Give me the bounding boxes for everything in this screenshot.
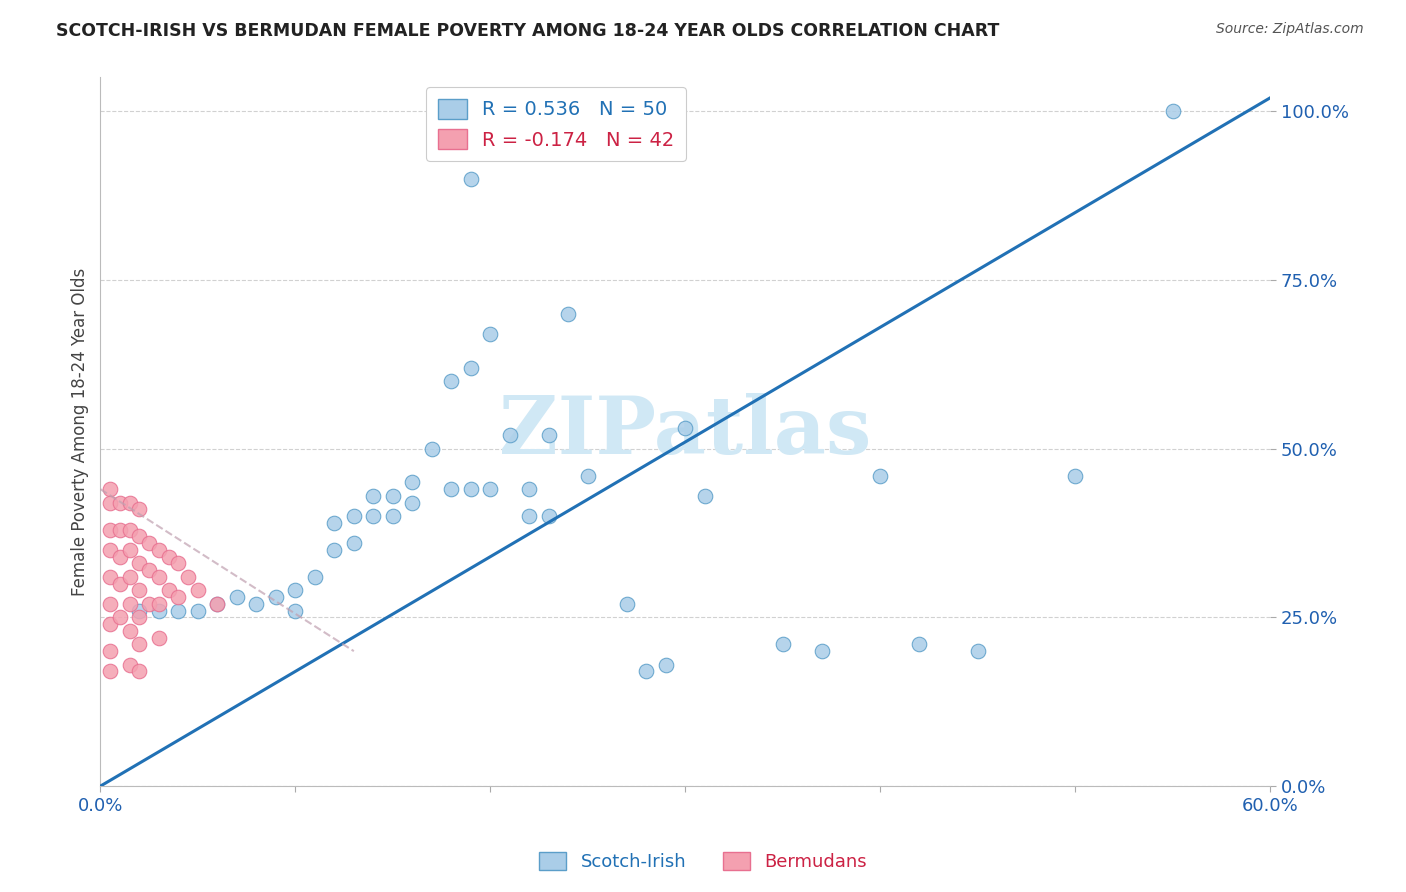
- Point: [616, 597, 638, 611]
- Point: [479, 104, 502, 119]
- Point: [118, 624, 141, 638]
- Point: [225, 590, 247, 604]
- Point: [157, 583, 180, 598]
- Point: [363, 509, 385, 524]
- Point: [869, 468, 891, 483]
- Legend: R = 0.536   N = 50, R = -0.174   N = 42: R = 0.536 N = 50, R = -0.174 N = 42: [426, 87, 686, 161]
- Text: Source: ZipAtlas.com: Source: ZipAtlas.com: [1216, 22, 1364, 37]
- Point: [323, 542, 346, 557]
- Point: [323, 516, 346, 530]
- Legend: Scotch-Irish, Bermudans: Scotch-Irish, Bermudans: [531, 845, 875, 879]
- Point: [636, 665, 658, 679]
- Point: [381, 489, 404, 503]
- Point: [98, 542, 121, 557]
- Point: [304, 570, 326, 584]
- Point: [128, 604, 150, 618]
- Point: [108, 610, 131, 624]
- Point: [98, 597, 121, 611]
- Point: [138, 597, 160, 611]
- Point: [460, 360, 482, 375]
- Point: [148, 604, 170, 618]
- Point: [108, 523, 131, 537]
- Point: [98, 482, 121, 496]
- Point: [177, 570, 200, 584]
- Point: [157, 549, 180, 564]
- Point: [557, 307, 579, 321]
- Point: [98, 617, 121, 632]
- Point: [108, 496, 131, 510]
- Point: [98, 496, 121, 510]
- Point: [537, 428, 560, 442]
- Point: [479, 326, 502, 341]
- Point: [519, 482, 541, 496]
- Point: [381, 509, 404, 524]
- Point: [460, 171, 482, 186]
- Point: [245, 597, 267, 611]
- Point: [519, 509, 541, 524]
- Point: [167, 557, 190, 571]
- Point: [207, 597, 229, 611]
- Point: [98, 665, 121, 679]
- Point: [284, 604, 307, 618]
- Point: [98, 523, 121, 537]
- Point: [576, 468, 599, 483]
- Point: [499, 428, 522, 442]
- Point: [655, 657, 678, 672]
- Point: [148, 542, 170, 557]
- Point: [167, 604, 190, 618]
- Point: [118, 496, 141, 510]
- Point: [420, 442, 443, 456]
- Point: [98, 644, 121, 658]
- Point: [118, 542, 141, 557]
- Point: [1161, 104, 1184, 119]
- Point: [811, 644, 834, 658]
- Point: [108, 549, 131, 564]
- Point: [148, 570, 170, 584]
- Point: [148, 631, 170, 645]
- Point: [343, 509, 366, 524]
- Point: [128, 557, 150, 571]
- Point: [118, 597, 141, 611]
- Point: [537, 509, 560, 524]
- Point: [343, 536, 366, 550]
- Point: [908, 637, 931, 651]
- Point: [207, 597, 229, 611]
- Point: [118, 657, 141, 672]
- Point: [128, 583, 150, 598]
- Point: [693, 489, 716, 503]
- Point: [128, 665, 150, 679]
- Point: [1064, 468, 1087, 483]
- Point: [138, 536, 160, 550]
- Point: [118, 570, 141, 584]
- Point: [460, 482, 482, 496]
- Point: [363, 489, 385, 503]
- Point: [187, 583, 209, 598]
- Point: [118, 523, 141, 537]
- Point: [499, 104, 522, 119]
- Point: [440, 374, 463, 388]
- Point: [98, 570, 121, 584]
- Point: [108, 576, 131, 591]
- Point: [128, 610, 150, 624]
- Point: [673, 421, 696, 435]
- Point: [401, 475, 423, 490]
- Point: [967, 644, 990, 658]
- Point: [284, 583, 307, 598]
- Point: [187, 604, 209, 618]
- Point: [772, 637, 794, 651]
- Point: [440, 482, 463, 496]
- Point: [128, 637, 150, 651]
- Point: [128, 529, 150, 543]
- Text: ZIPatlas: ZIPatlas: [499, 392, 872, 471]
- Point: [138, 563, 160, 577]
- Y-axis label: Female Poverty Among 18-24 Year Olds: Female Poverty Among 18-24 Year Olds: [72, 268, 89, 596]
- Point: [264, 590, 287, 604]
- Point: [479, 482, 502, 496]
- Point: [401, 496, 423, 510]
- Text: SCOTCH-IRISH VS BERMUDAN FEMALE POVERTY AMONG 18-24 YEAR OLDS CORRELATION CHART: SCOTCH-IRISH VS BERMUDAN FEMALE POVERTY …: [56, 22, 1000, 40]
- Point: [148, 597, 170, 611]
- Point: [167, 590, 190, 604]
- Point: [128, 502, 150, 516]
